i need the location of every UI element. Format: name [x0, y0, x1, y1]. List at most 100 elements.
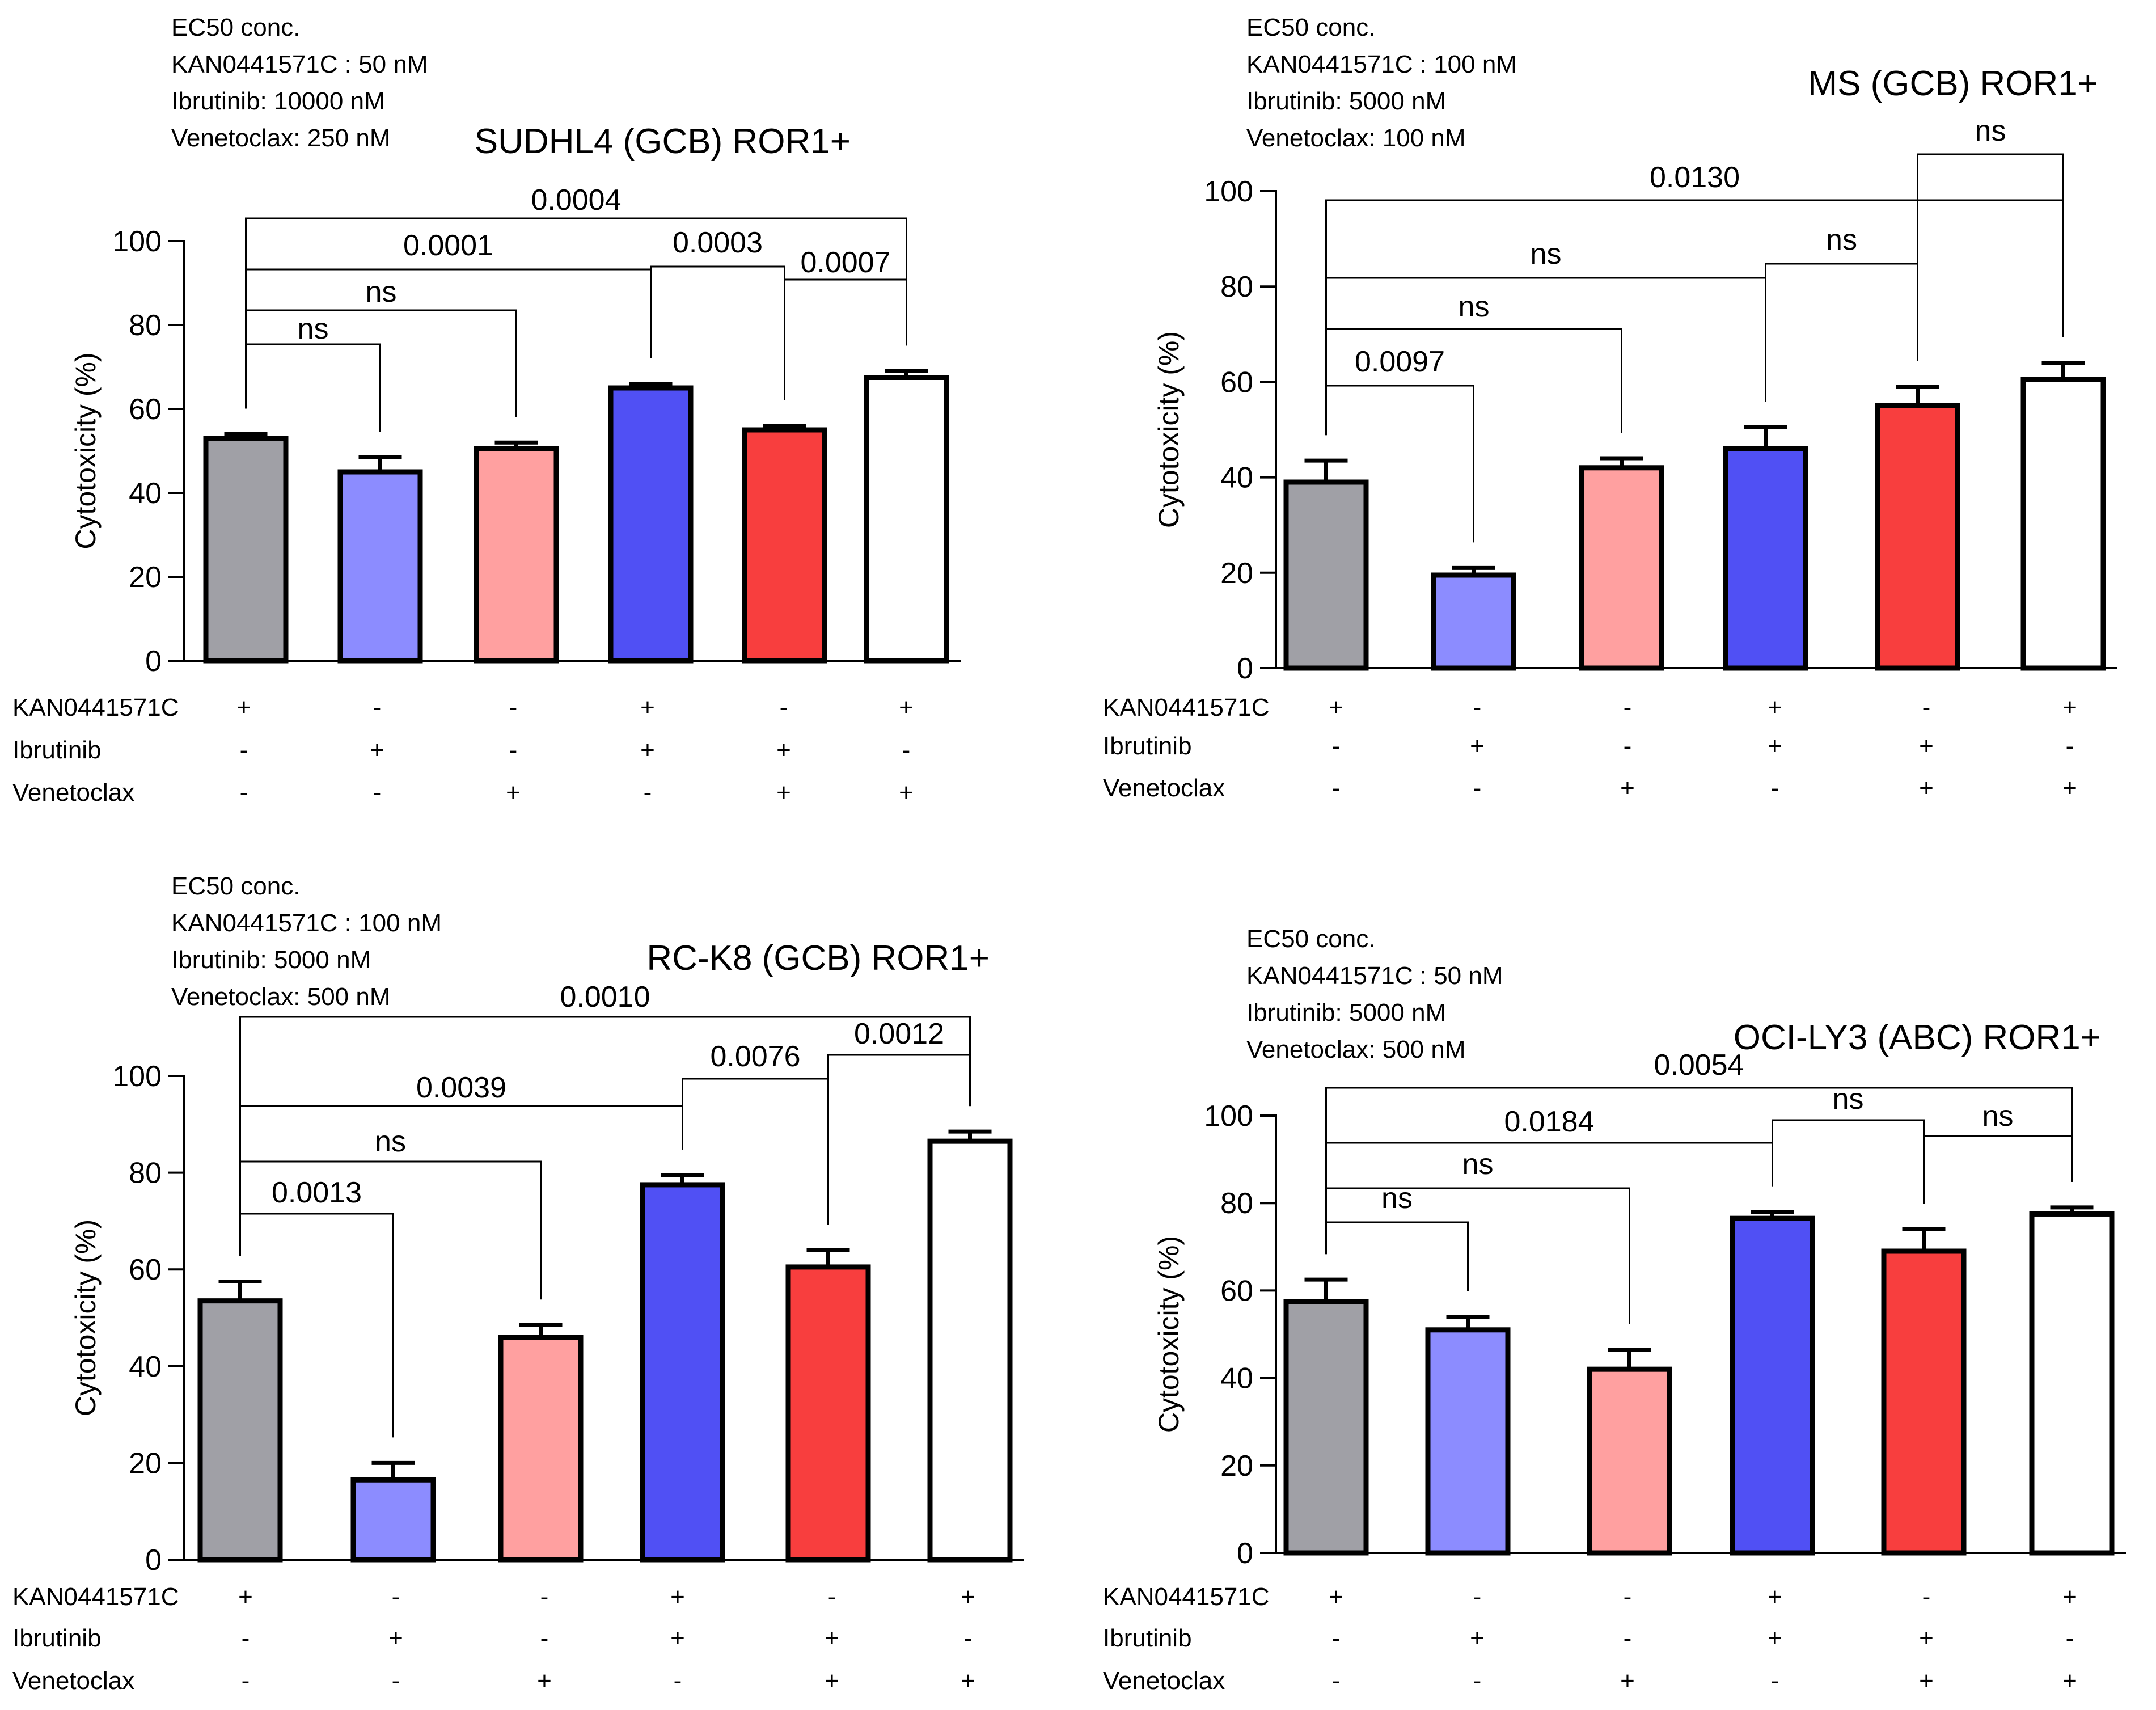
- significance-bracket: ns: [1765, 223, 1918, 402]
- p-value-label: 0.0097: [1355, 345, 1445, 378]
- bar: [1431, 572, 1516, 671]
- y-tick-label: 40: [129, 477, 162, 510]
- treatment-sign: +: [670, 1583, 685, 1611]
- error-bar: [1744, 425, 1787, 449]
- treatment-sign: +: [2062, 774, 2077, 802]
- bar: [1579, 465, 1664, 671]
- error-bar: [948, 1129, 992, 1142]
- p-value-label: ns: [1975, 115, 2006, 147]
- treatment-sign: +: [1768, 1583, 1782, 1611]
- p-value-label: 0.0012: [854, 1017, 944, 1050]
- y-tick-label: 100: [1204, 1100, 1253, 1133]
- y-tick-label: 20: [129, 561, 162, 594]
- ec50-heading: EC50 conc.: [171, 872, 300, 900]
- treatment-sign: +: [899, 779, 914, 807]
- y-tick-label: 40: [129, 1350, 162, 1383]
- treatment-sign: +: [899, 694, 914, 721]
- treatment-sign: +: [1768, 694, 1782, 721]
- bar: [1587, 1366, 1672, 1556]
- treatment-sign: -: [373, 694, 382, 721]
- treatment-row-label: KAN0441571C: [12, 1583, 179, 1611]
- y-tick-label: 100: [1204, 175, 1253, 208]
- ec50-line: Ibrutinib: 5000 nM: [1246, 999, 1446, 1027]
- ec50-line: KAN0441571C : 50 nM: [1246, 962, 1503, 990]
- error-bar: [519, 1323, 563, 1337]
- significance-bracket: ns: [245, 313, 381, 432]
- p-value-label: 0.0013: [272, 1176, 362, 1209]
- p-value-label: ns: [1826, 223, 1857, 256]
- y-tick-label: 100: [112, 1060, 162, 1093]
- significance-bracket: ns: [1325, 1182, 1469, 1291]
- ec50-line: Venetoclax: 500 nM: [171, 983, 390, 1011]
- treatment-row-label: Venetoclax: [1103, 774, 1225, 802]
- bar: [864, 375, 949, 664]
- p-value-label: 0.0130: [1650, 161, 1740, 194]
- bar: [350, 1477, 436, 1563]
- treatment-sign: +: [388, 1624, 403, 1652]
- ec50-heading: EC50 conc.: [171, 14, 300, 41]
- bar: [498, 1335, 584, 1563]
- y-tick-label: 20: [1220, 557, 1253, 590]
- ec50-line: Venetoclax: 500 nM: [1246, 1036, 1465, 1063]
- treatment-sign: +: [2062, 694, 2077, 721]
- treatment-sign: +: [2062, 1667, 2077, 1695]
- treatment-sign: -: [674, 1667, 682, 1695]
- treatment-sign: +: [1329, 694, 1343, 721]
- significance-bracket: 0.0184: [1325, 1105, 1773, 1255]
- treatment-sign: -: [240, 736, 248, 764]
- y-tick-label: 80: [1220, 1187, 1253, 1220]
- bar: [1881, 1248, 1967, 1556]
- p-value-label: 0.0039: [416, 1071, 506, 1104]
- treatment-row-label: Venetoclax: [1103, 1667, 1225, 1695]
- significance-bracket: ns: [1923, 1100, 2073, 1204]
- bar: [1283, 479, 1369, 671]
- p-value-label: ns: [1459, 290, 1490, 323]
- error-bar: [885, 369, 928, 378]
- treatment-sign: +: [1919, 1667, 1934, 1695]
- bar: [785, 1264, 871, 1563]
- treatment-sign: -: [1473, 774, 1482, 802]
- treatment-sign: +: [1329, 1583, 1343, 1611]
- bar: [1730, 1215, 1815, 1556]
- p-value-label: 0.0076: [710, 1040, 800, 1073]
- treatment-sign: -: [392, 1667, 400, 1695]
- chart-panel-4: EC50 conc. KAN0441571C : 50 nM Ibrutinib: …: [1103, 925, 2126, 1695]
- ec50-line: KAN0441571C : 50 nM: [171, 50, 428, 78]
- y-tick-label: 60: [129, 393, 162, 426]
- treatment-sign: -: [1624, 732, 1632, 760]
- treatment-sign: -: [902, 736, 911, 764]
- error-bar: [806, 1248, 850, 1267]
- error-bar: [763, 424, 806, 430]
- treatment-sign: -: [509, 694, 518, 721]
- treatment-row-label: Venetoclax: [12, 1667, 134, 1695]
- treatment-sign: +: [1768, 732, 1782, 760]
- y-tick-label: 100: [112, 225, 162, 258]
- y-axis-label: Cytotoxicity (%): [1153, 1236, 1185, 1433]
- bar: [2029, 1211, 2115, 1556]
- chart-panel-3: EC50 conc. KAN0441571C : 100 nM Ibrutinib:…: [12, 872, 1024, 1695]
- treatment-sign: -: [1624, 1583, 1632, 1611]
- y-tick-label: 60: [1220, 1274, 1253, 1307]
- treatment-sign: -: [1624, 694, 1632, 721]
- treatment-sign: -: [242, 1667, 250, 1695]
- p-value-label: ns: [1982, 1100, 2014, 1133]
- y-tick-label: 0: [1237, 652, 1253, 685]
- y-tick-label: 60: [129, 1253, 162, 1286]
- y-tick-label: 80: [129, 309, 162, 342]
- treatment-row-label: Venetoclax: [12, 779, 134, 807]
- treatment-sign: -: [644, 779, 652, 807]
- p-value-label: ns: [375, 1125, 406, 1158]
- error-bar: [358, 455, 402, 472]
- treatment-sign: +: [670, 1624, 685, 1652]
- y-tick-label: 80: [1220, 271, 1253, 303]
- treatment-sign: -: [828, 1583, 836, 1611]
- treatment-sign: -: [1473, 694, 1482, 721]
- significance-bracket: ns: [1325, 1148, 1630, 1324]
- bar: [337, 469, 423, 664]
- y-axis-label: Cytotoxicity (%): [1153, 331, 1185, 528]
- treatment-sign: -: [1771, 774, 1779, 802]
- error-bar: [224, 432, 268, 438]
- treatment-sign: +: [238, 1583, 253, 1611]
- p-value-label: ns: [1531, 238, 1562, 271]
- y-axis-label: Cytotoxicity (%): [70, 1219, 102, 1416]
